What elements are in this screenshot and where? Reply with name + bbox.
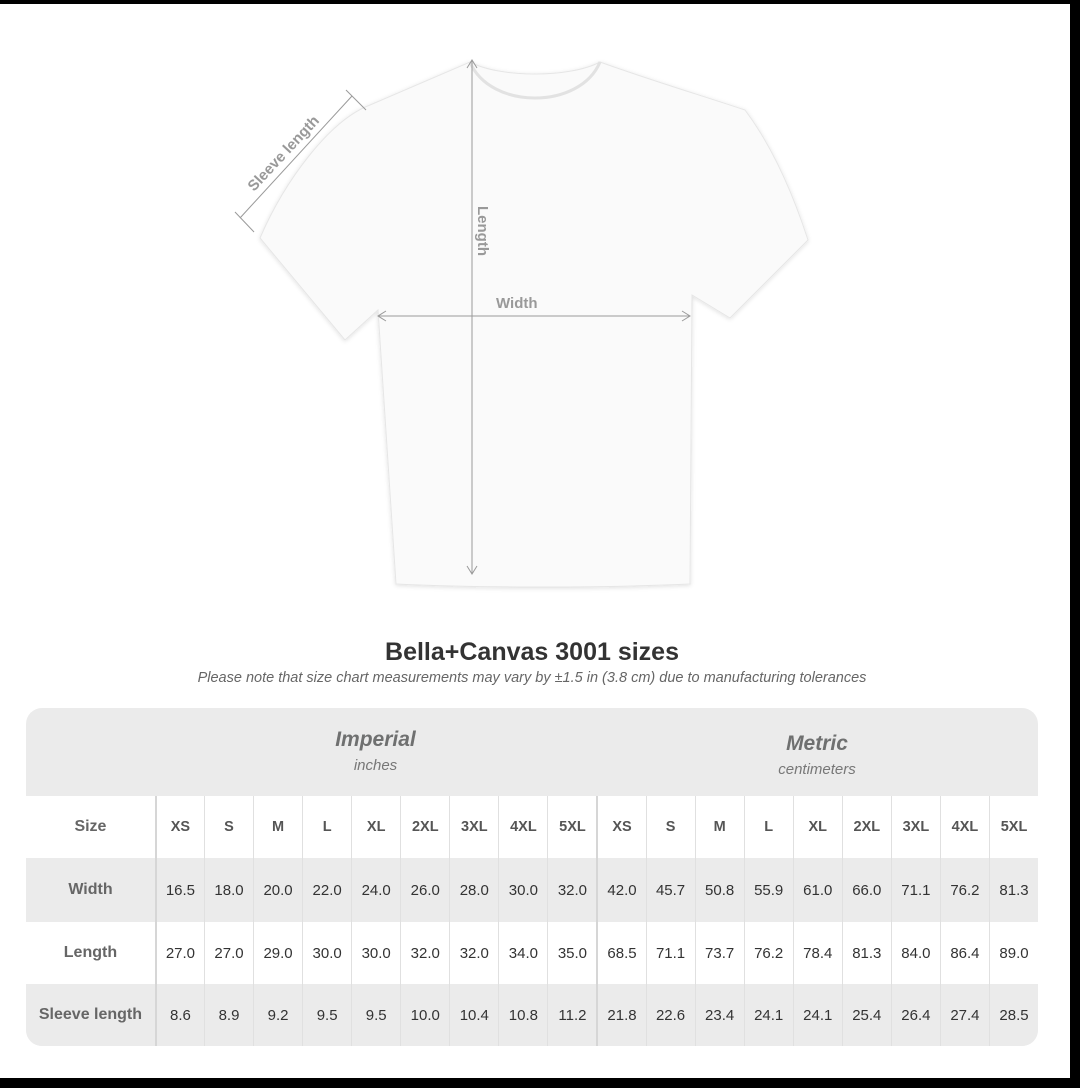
value-cell: 22.6	[645, 984, 695, 1046]
value-cell: 30.0	[351, 922, 400, 984]
size-header-cell: M	[694, 796, 744, 858]
size-header-cell: 2XL	[400, 796, 449, 858]
value-cell: 35.0	[547, 922, 596, 984]
size-header-cell: S	[645, 796, 695, 858]
size-header-cell: 2XL	[841, 796, 891, 858]
size-header-cell: 4XL	[939, 796, 989, 858]
value-cell: 26.4	[890, 984, 940, 1046]
size-header-cell: L	[743, 796, 793, 858]
value-cell: 28.0	[449, 858, 498, 922]
size-table: Imperial inches Metric centimeters Size X…	[26, 708, 1038, 1046]
value-cell: 84.0	[890, 922, 940, 984]
value-cell: 9.2	[253, 984, 302, 1046]
value-cell: 22.0	[302, 858, 351, 922]
table-row: Sleeve length 8.6 8.9 9.2 9.5 9.5 10.0 10.4 10.8…	[26, 984, 1038, 1046]
size-header-cell: 3XL	[890, 796, 940, 858]
value-cell: 71.1	[645, 922, 695, 984]
value-cell: 25.4	[841, 984, 891, 1046]
size-header-cell: XL	[792, 796, 842, 858]
value-cell: 27.4	[939, 984, 989, 1046]
value-cell: 27.0	[154, 922, 204, 984]
value-cell: 10.8	[498, 984, 547, 1046]
value-cell: 73.7	[694, 922, 744, 984]
value-cell: 61.0	[792, 858, 842, 922]
value-cell: 11.2	[547, 984, 596, 1046]
value-cell: 42.0	[596, 858, 645, 922]
value-cell: 45.7	[645, 858, 695, 922]
row-label: Length	[63, 944, 118, 961]
size-header-cell: XS	[596, 796, 645, 858]
value-cell: 23.4	[694, 984, 744, 1046]
size-chart: Sleeve length Length Width Bella+Canvas …	[0, 4, 1070, 1078]
value-cell: 89.0	[988, 922, 1038, 984]
value-cell: 27.0	[203, 922, 253, 984]
row-label: Width	[68, 881, 113, 898]
value-cell: 10.0	[400, 984, 449, 1046]
value-cell: 34.0	[498, 922, 547, 984]
value-cell: 76.2	[743, 922, 793, 984]
value-cell: 24.1	[792, 984, 842, 1046]
value-cell: 18.0	[203, 858, 253, 922]
width-label: Width	[496, 295, 538, 312]
value-cell: 71.1	[890, 858, 940, 922]
value-cell: 29.0	[253, 922, 302, 984]
row-label: Sleeve length	[38, 1006, 143, 1023]
value-cell: 9.5	[302, 984, 351, 1046]
value-cell: 78.4	[792, 922, 842, 984]
value-cell: 32.0	[400, 922, 449, 984]
value-cell: 9.5	[351, 984, 400, 1046]
length-label: Length	[474, 206, 491, 256]
value-cell: 76.2	[939, 858, 989, 922]
value-cell: 16.5	[154, 858, 204, 922]
sleeve-length-arrow	[239, 95, 353, 219]
size-header-cell: XL	[351, 796, 400, 858]
table-row: Width 16.5 18.0 20.0 22.0 24.0 26.0 28.0 30.0 32.…	[26, 858, 1038, 922]
value-cell: 30.0	[498, 858, 547, 922]
value-cell: 28.5	[988, 984, 1038, 1046]
value-cell: 66.0	[841, 858, 891, 922]
size-header-cell: 5XL	[547, 796, 596, 858]
value-cell: 30.0	[302, 922, 351, 984]
value-cell: 81.3	[841, 922, 891, 984]
size-header-cell: 3XL	[449, 796, 498, 858]
value-cell: 50.8	[694, 858, 744, 922]
size-header-cell: S	[203, 796, 253, 858]
value-cell: 68.5	[596, 922, 645, 984]
page-title: Bella+Canvas 3001 sizes	[385, 638, 679, 666]
table-row: Length 27.0 27.0 29.0 30.0 30.0 32.0 32.0 34.0 35…	[26, 922, 1038, 984]
row-label: Size	[74, 818, 107, 835]
value-cell: 21.8	[596, 984, 645, 1046]
value-cell: 10.4	[449, 984, 498, 1046]
tshirt-diagram: Sleeve length Length Width	[234, 59, 809, 588]
size-header-cell: 5XL	[988, 796, 1038, 858]
size-header-cell: XS	[154, 796, 204, 858]
value-cell: 55.9	[743, 858, 793, 922]
value-cell: 20.0	[253, 858, 302, 922]
value-cell: 32.0	[449, 922, 498, 984]
value-cell: 24.1	[743, 984, 793, 1046]
value-cell: 24.0	[351, 858, 400, 922]
size-header-cell: L	[302, 796, 351, 858]
value-cell: 26.0	[400, 858, 449, 922]
value-cell: 86.4	[939, 922, 989, 984]
value-cell: 81.3	[988, 858, 1038, 922]
value-cell: 8.6	[154, 984, 204, 1046]
size-header-cell: M	[253, 796, 302, 858]
tshirt-image	[259, 61, 809, 588]
size-row: Size XS S M L XL 2XL 3XL 4XL 5XL XS S M L XL 2XL 3XL 4XL 5…	[26, 796, 1038, 858]
value-cell: 8.9	[203, 984, 253, 1046]
imperial-header: Imperial inches	[335, 728, 416, 774]
metric-header: Metric centimeters	[778, 732, 856, 778]
value-cell: 32.0	[547, 858, 596, 922]
size-header-cell: 4XL	[498, 796, 547, 858]
tolerance-note: Please note that size chart measurements…	[197, 670, 867, 686]
